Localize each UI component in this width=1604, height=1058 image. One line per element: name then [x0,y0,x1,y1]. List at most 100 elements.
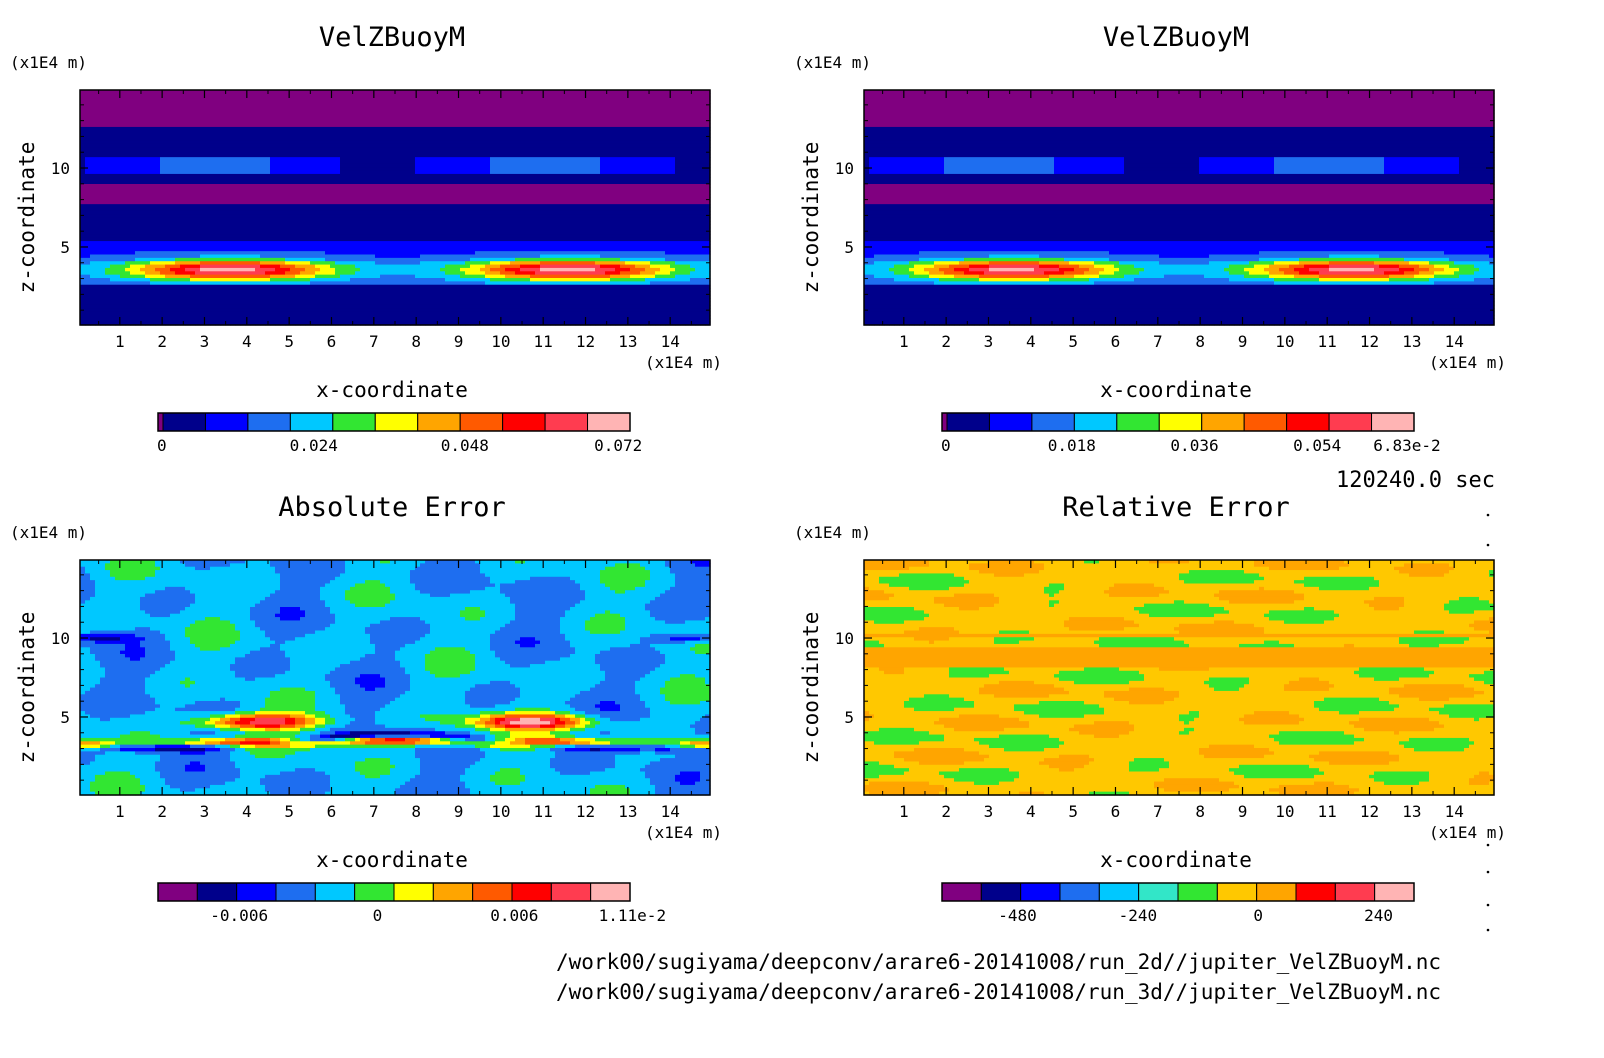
heatmap-cell [210,137,216,141]
heatmap-cell [145,140,151,145]
heatmap-cell [195,160,201,165]
heatmap-cell [200,207,206,212]
heatmap-cell [115,103,121,108]
heatmap-cell [150,237,156,242]
heatmap-cell [145,237,151,242]
heatmap-cell [205,163,211,168]
heatmap-cell [230,103,236,108]
heatmap-cell [135,278,141,282]
heatmap-cell [95,96,101,101]
heatmap-cell [215,163,221,168]
heatmap-cell [100,214,106,219]
heatmap-cell [155,210,161,215]
heatmap-cell [85,261,91,266]
heatmap-cell [215,294,221,299]
heatmap-cell [120,147,126,152]
heatmap-cell [190,318,196,323]
heatmap-cell [230,261,236,266]
heatmap-cell [115,271,121,276]
heatmap-cell [230,291,236,296]
heatmap-cell [80,311,86,316]
heatmap-cell [90,173,96,178]
heatmap-cell [150,140,156,145]
heatmap-cell [140,281,146,286]
heatmap-cell [215,140,221,145]
heatmap-cell [155,247,161,252]
heatmap-cell [205,173,211,178]
heatmap-cell [110,291,116,296]
heatmap-cell [180,150,186,155]
heatmap-cell [125,180,131,185]
heatmap-cell [195,284,201,289]
heatmap-cell [105,271,111,276]
heatmap-cell [130,147,136,152]
heatmap-cell [160,90,166,94]
heatmap-cell [190,137,196,141]
heatmap-cell [220,298,226,303]
heatmap-cell [85,143,91,148]
heatmap-cell [155,237,161,242]
heatmap-cell [140,227,146,232]
heatmap-cell [130,194,136,199]
heatmap-cell [190,96,196,101]
heatmap-cell [225,137,231,141]
heatmap-cell [130,90,136,94]
heatmap-cell [225,204,231,209]
heatmap-cell [120,234,126,239]
heatmap-cell [135,116,141,121]
heatmap-cell [100,170,106,175]
heatmap-cell [115,217,121,222]
heatmap-cell [230,294,236,299]
heatmap-cell [220,234,226,239]
heatmap-cell [215,267,221,272]
heatmap-cell [170,220,176,225]
heatmap-cell [200,294,206,299]
heatmap-cell [125,157,131,162]
heatmap-cell [230,314,236,319]
heatmap-cell [180,143,186,148]
heatmap-cell [230,207,236,212]
heatmap-cell [175,311,181,316]
heatmap-cell [160,100,166,105]
heatmap-cell [85,274,91,279]
heatmap-cell [90,214,96,219]
heatmap-cell [105,227,111,232]
heatmap-cell [175,291,181,296]
heatmap-cell [235,113,241,118]
heatmap-cell [150,281,156,286]
heatmap-cell [100,288,106,293]
heatmap-cell [115,157,121,162]
heatmap-cell [95,163,101,168]
heatmap-cell [100,304,106,309]
heatmap-cell [230,241,236,246]
heatmap-cell [110,187,116,192]
heatmap-cell [150,160,156,165]
heatmap-cell [120,267,126,272]
heatmap-cell [210,157,216,162]
heatmap-cell [105,278,111,282]
heatmap-cell [85,197,91,202]
heatmap-cell [175,247,181,252]
heatmap-cell [80,90,86,94]
heatmap-cell [115,204,121,209]
heatmap-cell [80,123,86,128]
heatmap-cell [95,318,101,323]
heatmap-cell [125,113,131,118]
heatmap-cell [190,224,196,229]
heatmap-cell [85,318,91,323]
heatmap-cell [120,100,126,105]
heatmap-cell [155,100,161,105]
heatmap-cell [90,264,96,269]
heatmap-cell [220,160,226,165]
heatmap-cell [180,254,186,259]
heatmap-cell [140,234,146,239]
heatmap-cell [120,254,126,259]
heatmap-cell [105,143,111,148]
heatmap-cell [145,220,151,225]
heatmap-cell [110,271,116,276]
heatmap-cell [80,298,86,303]
heatmap-cell [225,257,231,262]
heatmap-cell [185,261,191,266]
heatmap-cell [80,184,86,188]
heatmap-cell [190,314,196,319]
